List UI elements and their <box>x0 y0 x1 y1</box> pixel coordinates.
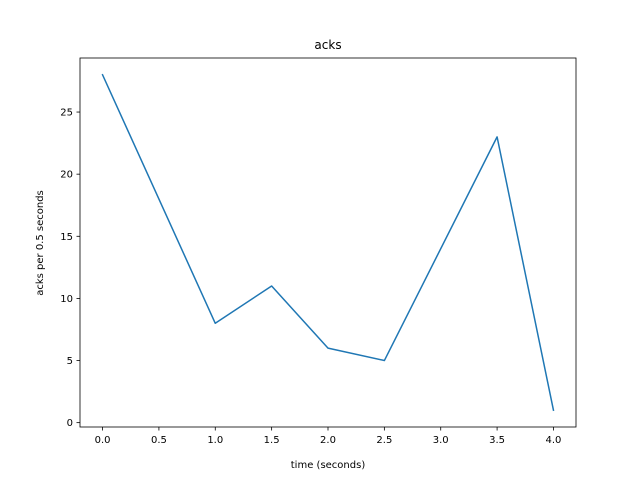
x-tick-label: 1.5 <box>264 435 280 446</box>
x-tick-label: 0.0 <box>95 435 111 446</box>
series-line <box>101 73 555 412</box>
y-tick-label: 0 <box>67 418 73 429</box>
x-axis-label: time (seconds) <box>291 460 366 471</box>
x-tick-label: 0.5 <box>151 435 167 446</box>
y-axis: 0 5 10 15 20 25 <box>60 108 80 429</box>
chart-title: acks <box>314 38 341 52</box>
x-tick-label: 3.5 <box>489 435 505 446</box>
x-tick-label: 2.5 <box>376 435 392 446</box>
x-axis: 0.0 0.5 1.0 1.5 2.0 2.5 3.0 3.5 4.0 <box>95 427 562 446</box>
x-tick-label: 3.0 <box>433 435 449 446</box>
y-tick-label: 25 <box>60 108 73 119</box>
x-tick-label: 1.0 <box>207 435 223 446</box>
y-tick-label: 20 <box>60 170 73 181</box>
series-layer <box>101 73 555 412</box>
y-tick-label: 15 <box>60 232 73 243</box>
axes-frame <box>79 57 577 428</box>
x-tick-label: 2.0 <box>320 435 336 446</box>
y-tick-label: 5 <box>67 356 73 367</box>
x-tick-label: 4.0 <box>546 435 562 446</box>
y-axis-label: acks per 0.5 seconds <box>35 190 46 296</box>
y-tick-label: 10 <box>60 294 73 305</box>
